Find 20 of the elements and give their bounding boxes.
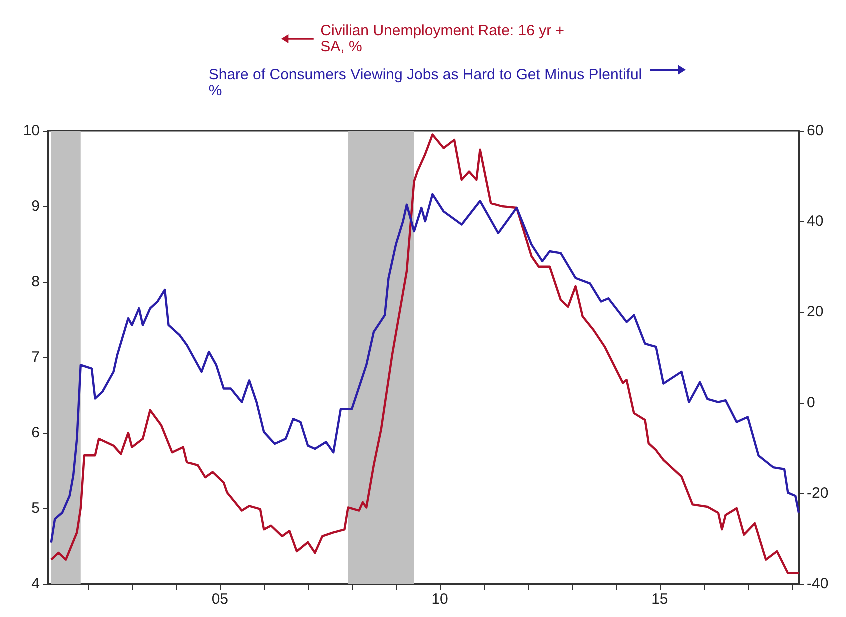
y-tick-label: 10 [23,122,40,140]
y2-tick-label: -40 [807,576,829,592]
y-tick-label: 8 [32,274,40,290]
y2-tick-label: 0 [807,394,816,412]
y2-tick-label: 60 [807,122,824,140]
y2-tick-label: -20 [807,484,829,502]
y-tick-label: 6 [32,424,40,442]
y-tick-label: 4 [32,576,40,592]
x-tick-label: 05 [212,591,229,608]
y-tick-label: 7 [32,349,40,366]
x-tick-label: 15 [652,591,668,608]
y-tick-label: 5 [32,500,40,517]
y-tick-label: 9 [32,198,40,215]
line-series [50,193,800,544]
y2-tick-label: 20 [807,304,824,321]
x-tick-label: 10 [432,591,448,608]
y2-tick-label: 40 [807,213,824,230]
legend-label: Civilian Unemployment Rate: 16 yr + SA, % [320,22,565,56]
text: Share of Consumers Viewing Jobs as Hard to Get Minus Plentiful % [208,66,642,100]
line-series [50,134,800,575]
